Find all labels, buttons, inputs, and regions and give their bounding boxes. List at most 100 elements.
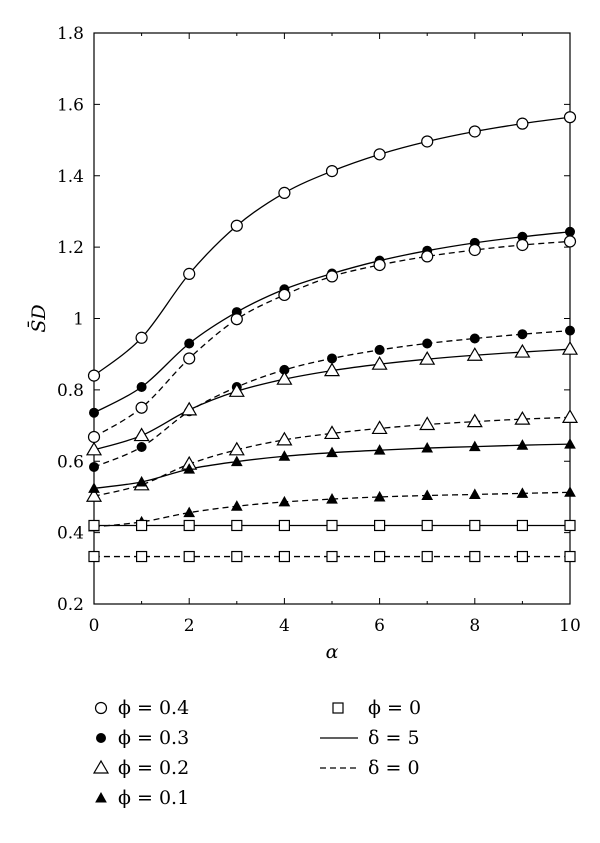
data-point-2 [373,258,386,272]
data-point-4 [133,427,150,442]
data-point-4 [561,341,579,355]
legend-marker [96,733,106,743]
data-point-2 [183,352,196,365]
data-point-5 [561,409,579,423]
series-line-1 [93,231,571,414]
data-point-2 [135,401,148,414]
data-point-8 [278,519,290,532]
data-point-5 [85,488,103,502]
data-point-9 [374,550,386,563]
data-point-0 [563,111,577,124]
data-point-4 [419,350,436,365]
data-point-2 [325,270,339,283]
series-line-7 [93,491,571,528]
data-point-6 [88,482,100,493]
data-point-7 [326,493,338,504]
data-point-8 [564,519,576,532]
legend-label: ϕ = 0 [368,697,421,719]
data-point-7 [421,489,434,501]
data-point-7 [230,500,243,511]
data-point-7 [278,495,291,507]
data-point-5 [323,425,341,440]
data-point-1 [89,407,99,418]
data-point-3 [374,344,385,355]
y-tick-label: 1.6 [57,95,84,115]
data-point-6 [135,475,148,487]
data-point-7 [564,486,576,497]
y-tick-label: 1.2 [57,238,84,258]
data-point-6 [516,439,529,450]
data-point-2 [278,288,291,302]
data-point-8 [136,519,148,532]
data-point-0 [325,165,339,178]
data-point-9 [88,550,100,563]
legend-label: δ = 0 [368,757,420,779]
data-point-9 [136,550,148,563]
data-point-9 [469,550,481,563]
data-point-1 [136,382,147,393]
legend-marker [92,759,110,774]
data-point-9 [516,550,529,563]
data-point-9 [421,550,433,563]
data-point-4 [85,441,103,456]
data-point-0 [183,267,196,280]
y-axis-label: S̄D [27,304,50,332]
data-point-3 [327,353,337,364]
legend-label: ϕ = 0.2 [118,757,189,779]
data-point-8 [421,519,433,532]
data-point-8 [374,519,386,532]
data-point-0 [516,117,529,130]
data-point-6 [183,463,196,474]
x-tick-label: 4 [279,616,290,636]
data-point-9 [183,550,195,563]
data-point-5 [514,410,531,425]
data-point-7 [183,506,196,518]
data-point-0 [230,219,243,232]
data-point-4 [371,355,388,370]
data-point-2 [468,243,481,257]
y-tick-label: 1 [73,310,84,330]
data-point-5 [419,416,436,431]
data-point-5 [228,441,245,456]
data-point-4 [466,347,483,361]
data-point-9 [564,550,576,563]
data-point-8 [326,519,338,532]
data-point-3 [422,338,433,349]
data-point-0 [373,148,386,161]
data-point-0 [135,331,148,344]
data-point-2 [516,238,529,252]
x-axis-label: α [326,641,339,663]
series-line-5 [93,416,571,497]
data-point-3 [469,333,480,344]
plot-frame [93,32,571,605]
data-point-7 [373,490,386,502]
data-point-9 [278,550,290,563]
data-point-2 [563,235,577,248]
x-tick-label: 0 [89,616,100,636]
x-tick-label: 10 [559,616,581,636]
y-tick-label: 0.6 [57,452,84,472]
series-markers [85,111,579,563]
data-point-6 [468,440,481,452]
y-tick-label: 1.4 [57,167,84,187]
y-tick-label: 1.8 [57,24,84,44]
data-point-4 [228,383,245,397]
data-point-4 [514,343,531,358]
data-point-3 [89,461,99,472]
x-tick-label: 6 [374,616,385,636]
data-point-3 [565,325,575,336]
data-point-6 [421,442,434,453]
series-lines [93,116,571,558]
data-point-5 [371,420,388,435]
data-point-8 [88,519,100,532]
data-point-4 [323,362,341,377]
data-point-8 [469,519,481,532]
data-point-8 [516,519,529,532]
legend-marker [94,701,108,715]
legend-label: δ = 5 [368,727,420,749]
data-point-6 [230,455,243,467]
data-point-9 [326,550,338,563]
data-point-0 [87,369,101,382]
y-tick-label: 0.4 [57,524,84,544]
